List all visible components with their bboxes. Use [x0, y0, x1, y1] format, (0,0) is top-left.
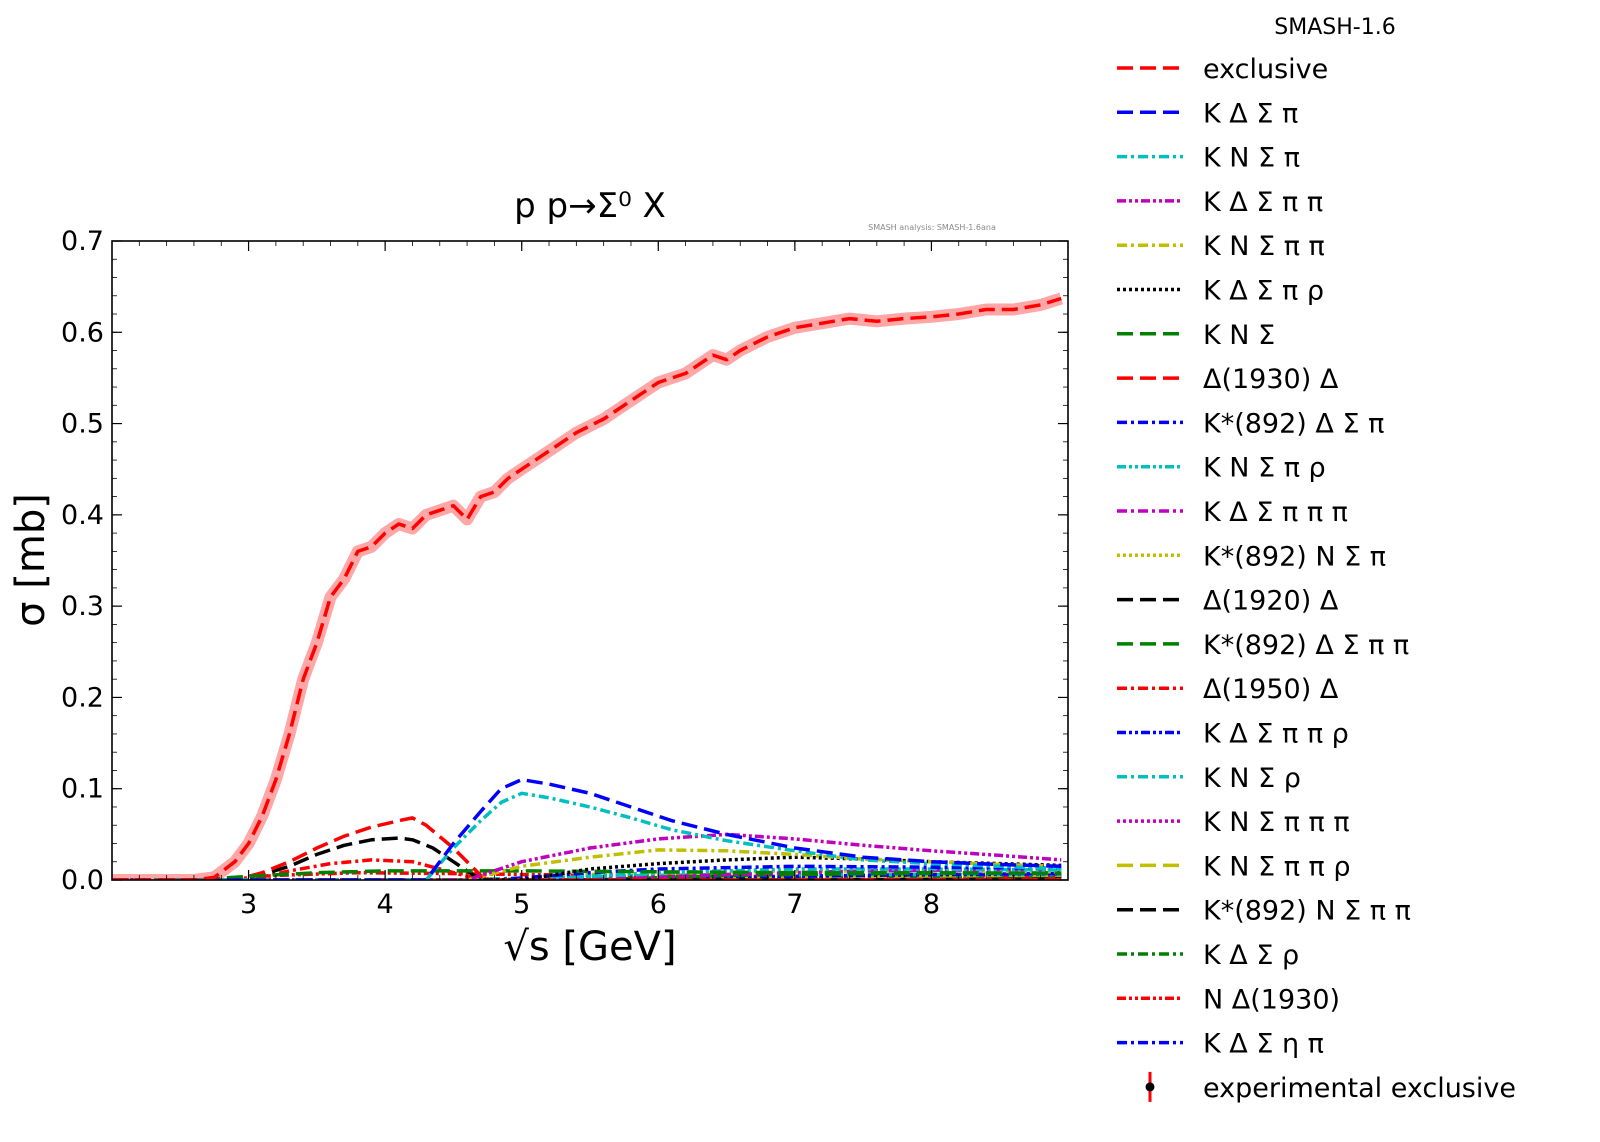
legend-label-9: K N Σ π ρ	[1203, 453, 1326, 484]
legend-marker	[1145, 1082, 1155, 1092]
legend-label-5: K Δ Σ π ρ	[1203, 276, 1324, 307]
y-tick-label: 0.3	[61, 591, 104, 622]
series-group	[112, 292, 1063, 880]
legend-label-3: K Δ Σ π π	[1203, 187, 1323, 218]
series-line-12	[112, 836, 1062, 880]
watermark-text: SMASH analysis: SMASH-1.6ana	[868, 223, 996, 232]
series-line-10	[112, 867, 1062, 880]
legend-title: SMASH-1.6	[1274, 15, 1395, 40]
x-tick-label: 3	[240, 889, 257, 920]
series-line-7	[112, 816, 1062, 880]
legend-label-13: K*(892) Δ Σ π π	[1203, 630, 1409, 661]
legend-label-experimental: experimental exclusive	[1203, 1073, 1516, 1104]
y-tick-label: 0.1	[61, 774, 104, 805]
y-tick-label: 0.2	[61, 682, 104, 713]
axes-layer: 3 4 5 6 7 8 0.0 0.1 0.2 0.3 0.4 0.5 0.6 0.7	[61, 226, 1069, 920]
y-tick-label: 0.7	[61, 226, 104, 257]
plot-frame	[111, 240, 1069, 881]
legend-label-12: Δ(1920) Δ	[1203, 586, 1339, 617]
series-line-21	[112, 870, 1062, 880]
series-line-9	[112, 867, 1062, 880]
series-line-2	[112, 791, 1062, 880]
legend-label-6: K N Σ	[1203, 320, 1275, 351]
series-line-0	[112, 296, 1062, 880]
series-line-8	[112, 864, 1062, 880]
legend-label-15: K Δ Σ π π ρ	[1203, 719, 1349, 750]
series-line-4	[112, 848, 1062, 880]
x-tick-label: 4	[377, 889, 394, 920]
legend-label-0: exclusive	[1203, 54, 1328, 85]
y-tick-label: 0.6	[61, 317, 104, 348]
legend-label-4: K N Σ π π	[1203, 231, 1325, 262]
legend-label-17: K N Σ π π π	[1203, 807, 1350, 838]
x-tick-label: 8	[923, 889, 940, 920]
y-tick-label: 0.5	[61, 409, 104, 440]
legend-label-22: K Δ Σ η π	[1203, 1029, 1324, 1060]
x-axis-label: √s [GeV]	[503, 924, 676, 970]
legend: exclusive K Δ Σ π K N Σ π K Δ Σ π π K N Σ π …	[1117, 54, 1516, 1104]
legend-label-7: Δ(1930) Δ	[1203, 364, 1339, 395]
legend-label-21: N Δ(1930)	[1203, 984, 1340, 1015]
legend-label-11: K*(892) N Σ π	[1203, 541, 1386, 572]
legend-label-20: K Δ Σ ρ	[1203, 940, 1299, 971]
legend-label-1: K Δ Σ π	[1203, 98, 1298, 129]
legend-label-8: K*(892) Δ Σ π	[1203, 408, 1384, 439]
legend-label-2: K N Σ π	[1203, 143, 1300, 174]
series-line-1	[112, 777, 1062, 880]
legend-label-19: K*(892) N Σ π π	[1203, 896, 1411, 927]
x-tick-label: 5	[513, 889, 530, 920]
y-tick-label: 0.4	[61, 500, 104, 531]
legend-label-14: Δ(1950) Δ	[1203, 674, 1339, 705]
chart-title: p p→Σ⁰ X	[514, 186, 666, 226]
legend-label-18: K N Σ π π ρ	[1203, 851, 1351, 882]
legend-label-10: K Δ Σ π π π	[1203, 497, 1348, 528]
plot-layer	[112, 292, 1063, 880]
x-tick-label: 6	[650, 889, 667, 920]
y-axis-label: σ [mb]	[8, 493, 54, 627]
series-line-14	[112, 858, 1062, 880]
x-tick-label: 7	[786, 889, 803, 920]
y-tick-label: 0.0	[61, 865, 104, 896]
legend-label-16: K N Σ ρ	[1203, 763, 1301, 794]
series-line-6	[112, 869, 1062, 880]
